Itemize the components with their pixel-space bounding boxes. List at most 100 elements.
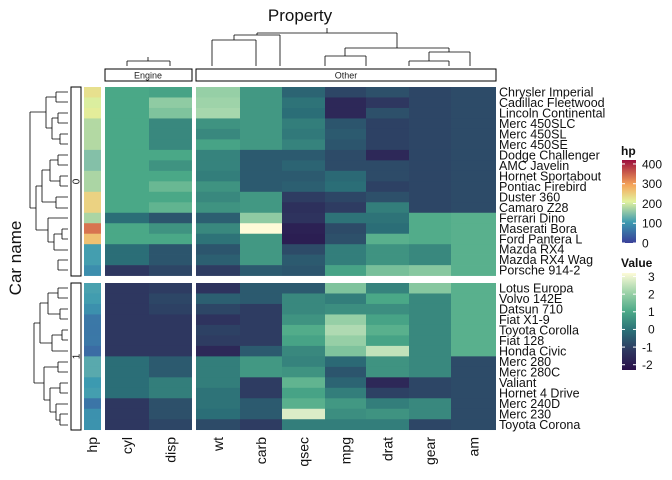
heatmap-cell (240, 377, 282, 389)
heatmap-cell (409, 181, 451, 193)
row-label: AMC Javelin (499, 159, 569, 173)
heatmap-cell (149, 107, 192, 119)
heatmap-cell (149, 303, 192, 315)
heatmap-cell (196, 314, 240, 326)
heatmap-cell (282, 149, 325, 161)
heatmap-cell (366, 128, 409, 140)
heatmap-cell (366, 233, 409, 245)
heatmap-cell (240, 244, 282, 255)
heatmap-cell (105, 293, 149, 305)
heatmap-cell (196, 223, 240, 235)
heatmap-cell (409, 335, 451, 347)
heatmap-cell (196, 366, 240, 378)
split-label-1: 1 (72, 353, 83, 359)
heatmap-cell (282, 366, 325, 378)
heatmap-cell (409, 212, 451, 224)
heatmap-cell (366, 356, 409, 368)
heatmap-cell (105, 398, 149, 410)
row-label: Hornet Sportabout (499, 169, 602, 183)
heatmap-cell (105, 366, 149, 378)
heatmap-cell (240, 283, 282, 294)
heatmap-cell (149, 419, 192, 431)
heatmap-cell (325, 160, 366, 172)
value-legend-tick: -2 (642, 358, 653, 372)
heatmap-cell (196, 244, 240, 255)
row-label: Ferrari Dino (499, 211, 565, 225)
heatmap-cell (105, 170, 149, 182)
heatmap-cell (282, 265, 325, 276)
heatmap-cell (240, 293, 282, 305)
heatmap-cell (366, 139, 409, 151)
heatmap-cell (451, 244, 496, 255)
heatmap-cell (105, 118, 149, 130)
column-dendrogram (126, 28, 471, 66)
heatmap-cell (325, 87, 366, 98)
heatmap-cell (282, 335, 325, 347)
hp-legend-tick: 200 (642, 197, 662, 211)
heatmap-cell (196, 202, 240, 214)
heatmap-cell (451, 128, 496, 140)
heatmap-cell (240, 387, 282, 399)
heatmap-cell (451, 149, 496, 161)
y-axis-label: Car name (6, 221, 25, 296)
heatmap-cell (282, 419, 325, 431)
heatmap-cell (105, 149, 149, 161)
hp-cell (84, 170, 101, 182)
hp-cell (84, 283, 101, 294)
column-label: gear (422, 437, 438, 465)
heatmap-cell (282, 87, 325, 98)
heatmap-cell (325, 107, 366, 119)
heatmap-cell (282, 293, 325, 305)
heatmap-cell (149, 128, 192, 140)
heatmap-cell (240, 139, 282, 151)
hp-legend-tick: 400 (642, 157, 662, 171)
heatmap-cell (149, 223, 192, 235)
heatmap-cell (149, 97, 192, 109)
heatmap-cell (325, 118, 366, 130)
heatmap-cell (409, 419, 451, 431)
heatmap-cell (196, 97, 240, 109)
heatmap-cell (105, 97, 149, 109)
hp-cell (84, 265, 101, 276)
heatmap-cell (149, 212, 192, 224)
heatmap-cell (366, 202, 409, 214)
hp-cell (84, 419, 101, 431)
heatmap-cell (105, 387, 149, 399)
heatmap-cell (325, 191, 366, 203)
heatmap-cell (366, 265, 409, 276)
column-label: qsec (296, 437, 312, 467)
row-label: Dodge Challenger (499, 148, 600, 162)
heatmap-cell (366, 244, 409, 255)
heatmap-cell (451, 314, 496, 326)
row-label: Camaro Z28 (499, 201, 569, 215)
heatmap-cell (105, 244, 149, 255)
heatmap-cell (451, 170, 496, 182)
heatmap-cell (366, 212, 409, 224)
heatmap-cell (409, 87, 451, 98)
heatmap-cell (325, 244, 366, 255)
heatmap-cell (282, 254, 325, 266)
heatmap-cell (282, 377, 325, 389)
heatmap-cell (366, 223, 409, 235)
row-label: Lotus Europa (499, 282, 573, 296)
row-label: Merc 450SL (499, 127, 566, 141)
heatmap-cell (240, 398, 282, 410)
heatmap-cell (282, 398, 325, 410)
heatmap-cell (149, 408, 192, 420)
heatmap-cell (366, 335, 409, 347)
heatmap-cell (149, 335, 192, 347)
heatmap-cell (105, 408, 149, 420)
heatmap-cell (105, 107, 149, 119)
heatmap-cell (149, 244, 192, 255)
row-label: Merc 230 (499, 407, 551, 421)
heatmap-cell (409, 366, 451, 378)
heatmap-cell (149, 233, 192, 245)
value-legend-title: Value (621, 256, 653, 270)
heatmap-cell (409, 283, 451, 294)
heatmap-cell (366, 398, 409, 410)
heatmap-cell (409, 387, 451, 399)
row-label: Lincoln Continental (499, 107, 605, 121)
heatmap-cell (196, 335, 240, 347)
heatmap-cell (451, 233, 496, 245)
